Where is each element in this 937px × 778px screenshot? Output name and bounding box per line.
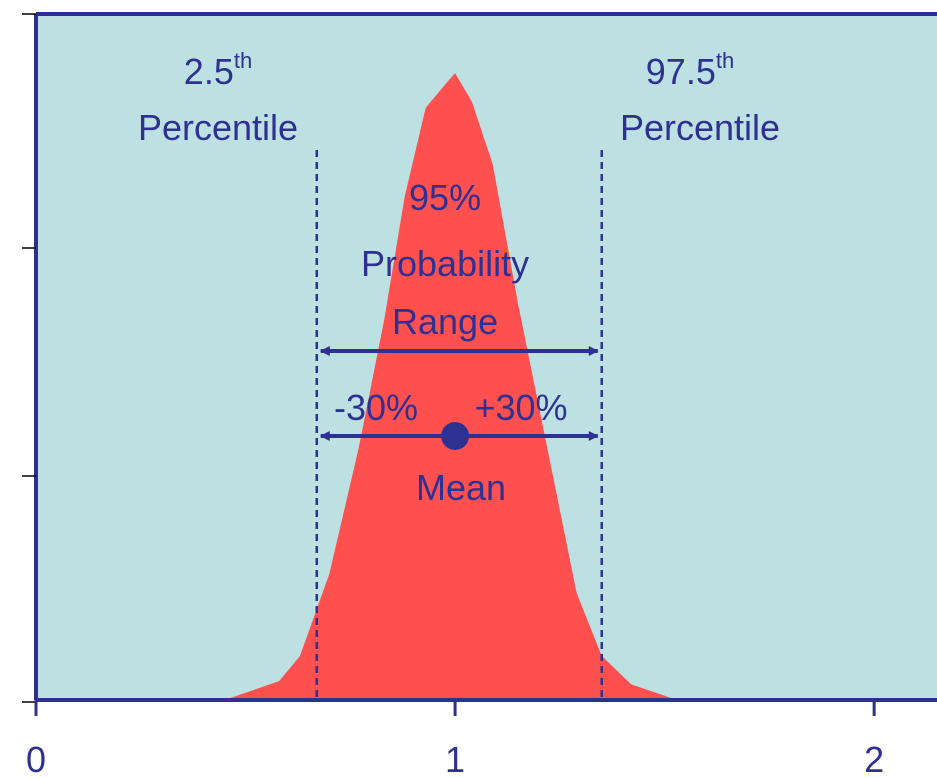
percentile-word-upper: Percentile xyxy=(620,107,780,148)
x-tick-label-2: 2 xyxy=(864,739,884,778)
x-tick-label-0: 0 xyxy=(26,739,46,778)
mean-label: Mean xyxy=(416,467,506,508)
plus-deviation-label: +30% xyxy=(474,387,567,428)
percentile-superscript-lower: th xyxy=(234,48,252,73)
mean-marker xyxy=(441,422,470,450)
range-label-line-2: Range xyxy=(392,301,498,342)
minus-deviation-label: -30% xyxy=(334,387,418,428)
range-label-line-0: 95% xyxy=(409,177,481,218)
distribution-area xyxy=(224,73,678,701)
percentile-label-lower: 2.5th xyxy=(184,48,252,92)
x-tick-label-1: 1 xyxy=(445,739,465,778)
percentile-value-lower: 2.5 xyxy=(184,51,234,92)
percentile-word-lower: Percentile xyxy=(138,107,298,148)
percentile-label-upper: 97.5th xyxy=(646,48,734,92)
percentile-superscript-upper: th xyxy=(716,48,734,73)
range-label-line-1: Probability xyxy=(361,243,529,284)
percentile-value-upper: 97.5 xyxy=(646,51,716,92)
